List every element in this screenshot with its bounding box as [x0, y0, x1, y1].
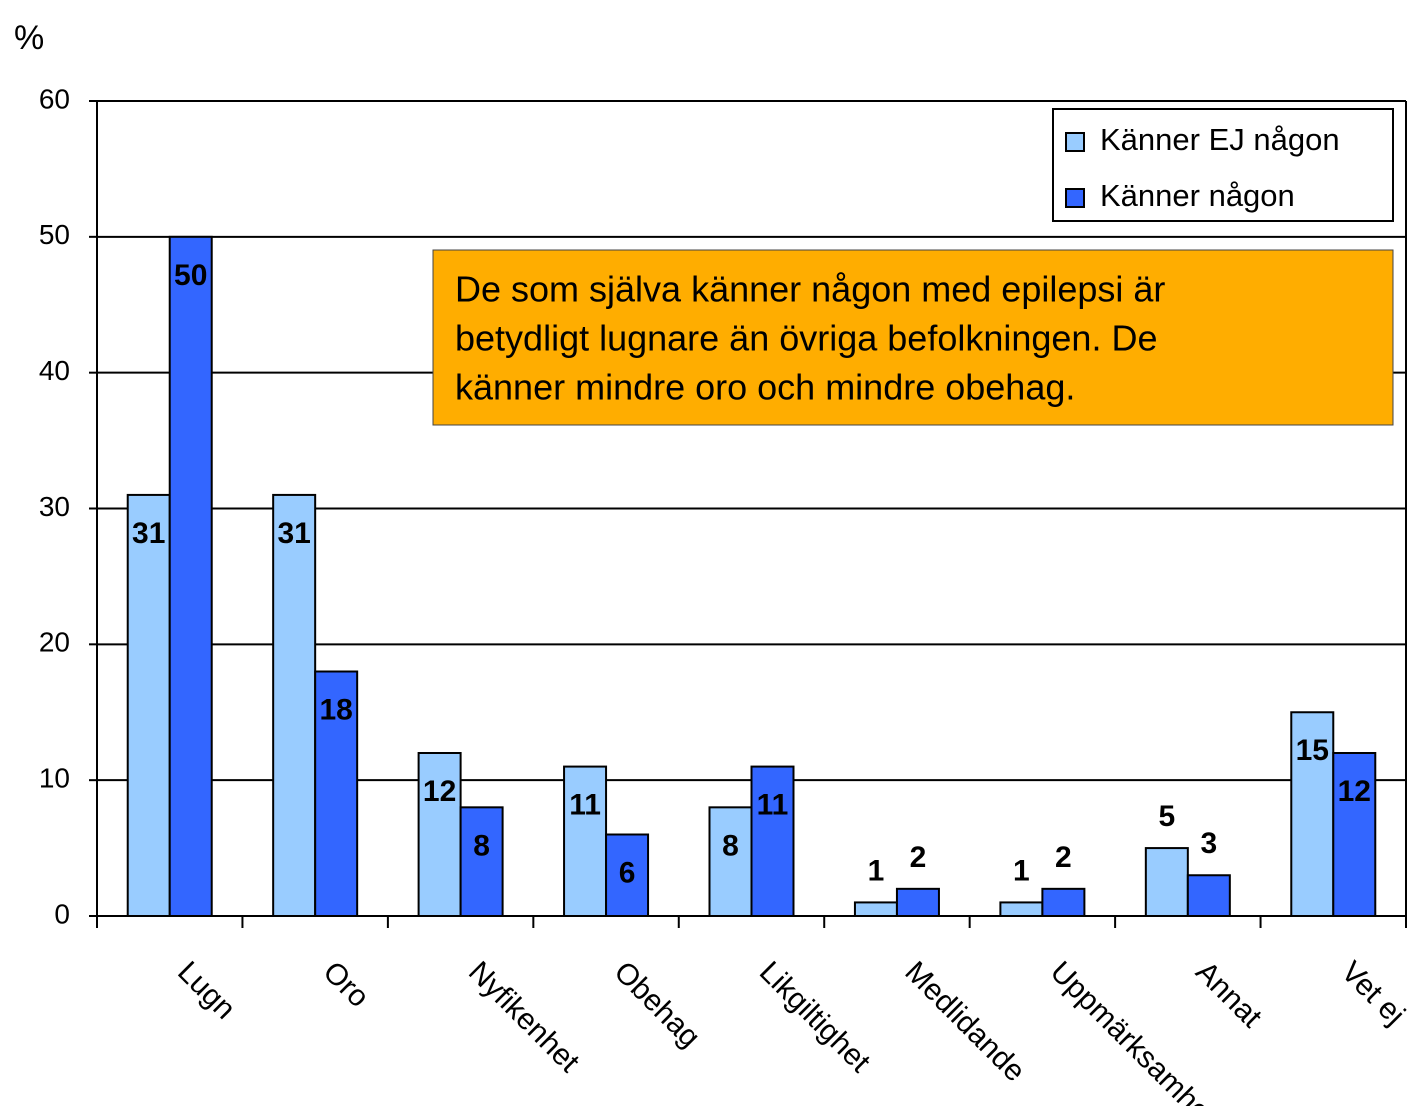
bar [1332, 752, 1377, 917]
data-label: 3 [1200, 827, 1217, 860]
x-tick-label: Nyfikenhet [462, 955, 586, 1079]
y-tick-label: 20 [39, 627, 70, 658]
y-tick-label: 0 [54, 898, 70, 929]
bar [314, 670, 359, 917]
bar [1041, 887, 1086, 917]
x-tick-label: Lugn [171, 955, 242, 1026]
data-label: 2 [1055, 841, 1072, 874]
bar [126, 493, 171, 917]
legend-swatch [1065, 132, 1085, 152]
data-label: 50 [174, 259, 207, 292]
bar [1144, 847, 1189, 917]
bar [999, 901, 1044, 918]
data-label: 1 [1013, 854, 1030, 887]
data-label: 5 [1158, 800, 1175, 833]
bar [168, 235, 213, 918]
y-tick-label: 60 [39, 83, 70, 114]
legend-label: Känner någon [1100, 178, 1295, 213]
y-tick-label: 50 [39, 219, 70, 250]
bar [853, 901, 898, 918]
annotation-text: känner mindre oro och mindre obehag. [455, 367, 1075, 408]
bar [272, 493, 317, 917]
x-tick-label: Likgiltighet [753, 955, 877, 1079]
data-label: 1 [868, 854, 885, 887]
y-tick-label: 40 [39, 355, 70, 386]
bar [1290, 711, 1335, 917]
x-tick-label: Annat [1189, 955, 1268, 1034]
y-axis-label: % [14, 19, 44, 57]
data-label: 11 [569, 789, 601, 822]
bar [1186, 874, 1231, 917]
data-label: 15 [1296, 734, 1329, 767]
data-label: 11 [757, 789, 789, 822]
x-tick-label: Obehag [608, 955, 707, 1054]
data-label: 2 [910, 841, 927, 874]
data-label: 31 [132, 517, 165, 550]
data-label: 31 [277, 517, 310, 550]
data-label: 8 [473, 829, 490, 862]
legend-label: Känner EJ någon [1100, 122, 1340, 157]
data-label: 12 [423, 775, 456, 808]
bar [895, 887, 940, 917]
bar [563, 765, 608, 917]
y-tick-label: 30 [39, 491, 70, 522]
data-label: 18 [319, 693, 352, 726]
y-tick-label: 10 [39, 763, 70, 794]
annotation-text: De som själva känner någon med epilepsi … [455, 269, 1165, 310]
data-label: 8 [722, 829, 739, 862]
x-tick-label: Vet ej [1335, 955, 1411, 1031]
data-label: 6 [619, 856, 636, 889]
annotation-text: betydligt lugnare än övriga befolkningen… [455, 318, 1157, 359]
annotation-box [432, 249, 1394, 426]
data-label: 12 [1338, 775, 1371, 808]
legend-swatch [1065, 188, 1085, 208]
x-tick-label: Medlidande [898, 955, 1031, 1088]
bar [708, 806, 753, 917]
bar [750, 765, 795, 917]
legend-box [1052, 108, 1394, 222]
x-tick-label: Oro [317, 955, 376, 1014]
